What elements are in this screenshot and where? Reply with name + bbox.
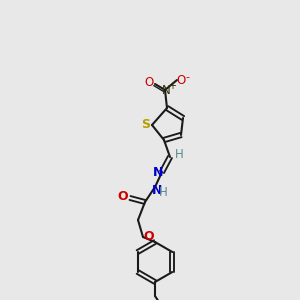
Text: N: N [152,184,162,197]
Text: +: + [168,81,176,91]
Text: H: H [175,148,183,161]
Text: S: S [142,118,151,131]
Text: N: N [153,166,163,178]
Text: O: O [176,74,186,86]
Text: -: - [185,72,189,82]
Text: O: O [118,190,128,202]
Text: O: O [144,76,154,88]
Text: N: N [162,83,170,97]
Text: O: O [144,230,154,244]
Text: H: H [159,187,167,200]
